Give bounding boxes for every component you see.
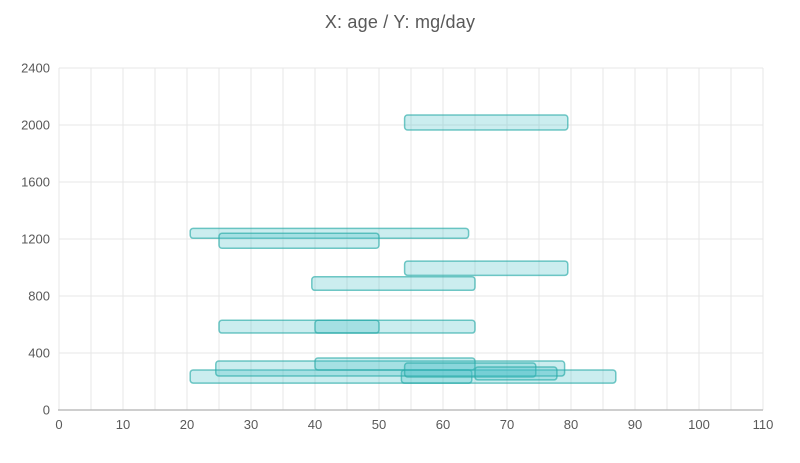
x-tick-label: 80 (564, 417, 578, 432)
range-bar[interactable] (403, 260, 569, 277)
y-tick-label: 2400 (21, 61, 50, 76)
y-tick-label: 2000 (21, 118, 50, 133)
x-tick-label: 40 (308, 417, 322, 432)
y-tick-label: 0 (43, 403, 50, 418)
x-tick-label: 100 (688, 417, 710, 432)
y-tick-label: 1200 (21, 232, 50, 247)
range-bar[interactable] (314, 319, 380, 334)
x-tick-label: 50 (372, 417, 386, 432)
x-tick-label: 70 (500, 417, 514, 432)
chart-title: X: age / Y: mg/day (324, 12, 476, 32)
y-tick-label: 800 (28, 289, 50, 304)
x-tick-label: 60 (436, 417, 450, 432)
range-bar[interactable] (218, 232, 380, 250)
x-tick-label: 20 (180, 417, 194, 432)
y-tick-label: 400 (28, 346, 50, 361)
x-tick-label: 90 (628, 417, 642, 432)
range-bar[interactable] (314, 357, 476, 371)
y-tick-label: 1600 (21, 175, 50, 190)
range-bar[interactable] (215, 360, 566, 377)
x-tick-label: 0 (55, 417, 62, 432)
x-tick-label: 110 (753, 417, 774, 432)
x-tick-label: 10 (116, 417, 130, 432)
range-bar[interactable] (403, 114, 569, 131)
range-bar[interactable] (474, 366, 558, 381)
range-bar[interactable] (311, 276, 476, 292)
x-tick-label: 30 (244, 417, 258, 432)
